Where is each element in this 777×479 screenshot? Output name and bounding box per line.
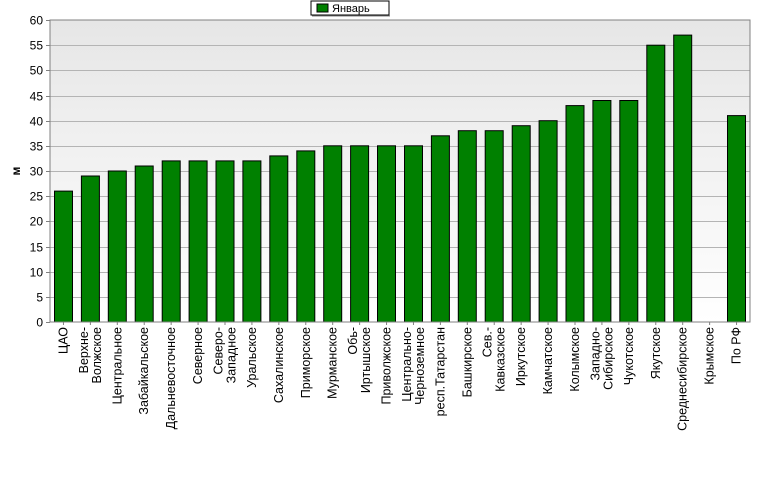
x-tick-label: Приволжское (380, 327, 394, 405)
x-tick-label: Западно-Сибирское (588, 327, 615, 390)
y-tick-label: 45 (30, 90, 44, 104)
svg-text:Обь-Иртышское: Обь-Иртышское (346, 327, 373, 393)
svg-text:По РФ: По РФ (730, 327, 744, 364)
svg-text:Камчатское: Камчатское (541, 327, 555, 394)
bar (107, 170, 127, 323)
bar (511, 125, 531, 323)
svg-text:Иркутское: Иркутское (514, 327, 528, 386)
svg-text:респ.Татарстан: респ.Татарстан (433, 327, 447, 416)
bar (727, 115, 746, 323)
y-tick-label: 20 (30, 215, 44, 229)
svg-text:Забайкальское: Забайкальское (137, 327, 151, 415)
y-axis-ticks: 0 5 10 15 20 25 30 35 40 45 50 55 60 (30, 14, 50, 330)
bar (350, 145, 370, 323)
bar (161, 160, 181, 323)
x-tick-label: Башкирское (460, 327, 474, 397)
x-tick-label: Северное (191, 327, 205, 384)
bar (134, 165, 154, 323)
bar (484, 130, 504, 323)
bar (404, 145, 423, 323)
x-tick-label: Якутское (649, 327, 663, 379)
bar (269, 155, 289, 323)
x-tick-label: Забайкальское (137, 327, 151, 415)
y-tick-label: 10 (30, 266, 44, 280)
svg-text:Центральное: Центральное (110, 327, 124, 404)
bar (538, 120, 558, 323)
bar (242, 160, 262, 323)
x-tick-label: Центральное (110, 327, 124, 404)
svg-text:Приволжское: Приволжское (380, 327, 394, 405)
y-tick-label: 30 (30, 165, 44, 179)
svg-text:Центрально-Черноземное: Центрально-Черноземное (400, 327, 427, 405)
x-tick-label: Дальневосточное (164, 327, 178, 429)
y-tick-label: 35 (30, 140, 44, 154)
bar (619, 100, 639, 323)
legend-label: Январь (332, 3, 370, 15)
bar (323, 145, 343, 323)
x-tick-label: Обь-Иртышское (346, 327, 373, 393)
legend-swatch (316, 3, 329, 13)
legend: Январь (310, 0, 390, 17)
svg-text:Дальневосточное: Дальневосточное (164, 327, 178, 429)
x-tick-label: Мурманское (326, 327, 340, 399)
y-tick-label: 5 (36, 291, 43, 305)
svg-text:Северо-Западное: Северо-Западное (212, 327, 239, 383)
svg-text:Северное: Северное (191, 327, 205, 384)
svg-text:Чукотское: Чукотское (622, 327, 636, 385)
svg-text:Уральское: Уральское (245, 327, 259, 388)
bar (377, 145, 396, 323)
bar (430, 135, 450, 323)
legend-box (310, 0, 390, 16)
x-tick-label: Крымское (703, 327, 717, 385)
bar (457, 130, 477, 323)
x-tick-label: Чукотское (622, 327, 636, 385)
y-axis-label: м (9, 166, 23, 175)
x-tick-label: Верхне-Волжское (77, 327, 104, 383)
y-tick-label: 40 (30, 115, 44, 129)
y-tick-label: 50 (30, 64, 44, 78)
x-tick-label: Уральское (245, 327, 259, 388)
svg-text:Верхне-Волжское: Верхне-Волжское (77, 327, 104, 383)
svg-text:Западно-Сибирское: Западно-Сибирское (588, 327, 615, 390)
svg-text:Крымское: Крымское (703, 327, 717, 385)
svg-text:Сев.-Кавказское: Сев.-Кавказское (481, 327, 508, 392)
svg-text:Сахалинское: Сахалинское (272, 327, 286, 403)
bar (215, 160, 235, 323)
bar (188, 160, 208, 323)
x-tick-label: Северо-Западное (212, 327, 239, 383)
x-axis-labels: ЦАО Верхне-Волжское Центральное Забайкальск… (57, 322, 744, 431)
bar (296, 150, 316, 323)
svg-text:ЦАО: ЦАО (57, 327, 71, 354)
y-tick-label: 15 (30, 241, 44, 255)
bar (673, 34, 693, 323)
y-tick-label: 55 (30, 39, 44, 53)
y-tick-label: 60 (30, 14, 44, 28)
x-tick-label: Камчатское (541, 327, 555, 394)
bar (646, 44, 666, 323)
svg-text:Башкирское: Башкирское (460, 327, 474, 397)
bar (592, 100, 612, 323)
x-tick-label: Среднесибирское (676, 327, 690, 431)
x-tick-label: Сев.-Кавказское (481, 327, 508, 392)
x-tick-label: респ.Татарстан (433, 327, 447, 416)
x-tick-label: ЦАО (57, 327, 71, 354)
x-tick-label: Колымское (568, 327, 582, 392)
x-tick-label: Приморское (299, 327, 313, 398)
y-tick-label: 0 (36, 316, 43, 330)
x-tick-label: Иркутское (514, 327, 528, 386)
x-tick-label: Центрально-Черноземное (400, 327, 427, 405)
x-tick-label: По РФ (730, 327, 744, 364)
svg-text:Мурманское: Мурманское (326, 327, 340, 399)
bar (80, 175, 100, 323)
y-tick-label: 25 (30, 190, 44, 204)
bar (54, 190, 73, 323)
svg-text:Среднесибирское: Среднесибирское (676, 327, 690, 431)
bar (565, 105, 585, 323)
x-tick-label: Сахалинское (272, 327, 286, 403)
svg-text:Приморское: Приморское (299, 327, 313, 398)
svg-text:Колымское: Колымское (568, 327, 582, 392)
svg-text:Якутское: Якутское (649, 327, 663, 379)
